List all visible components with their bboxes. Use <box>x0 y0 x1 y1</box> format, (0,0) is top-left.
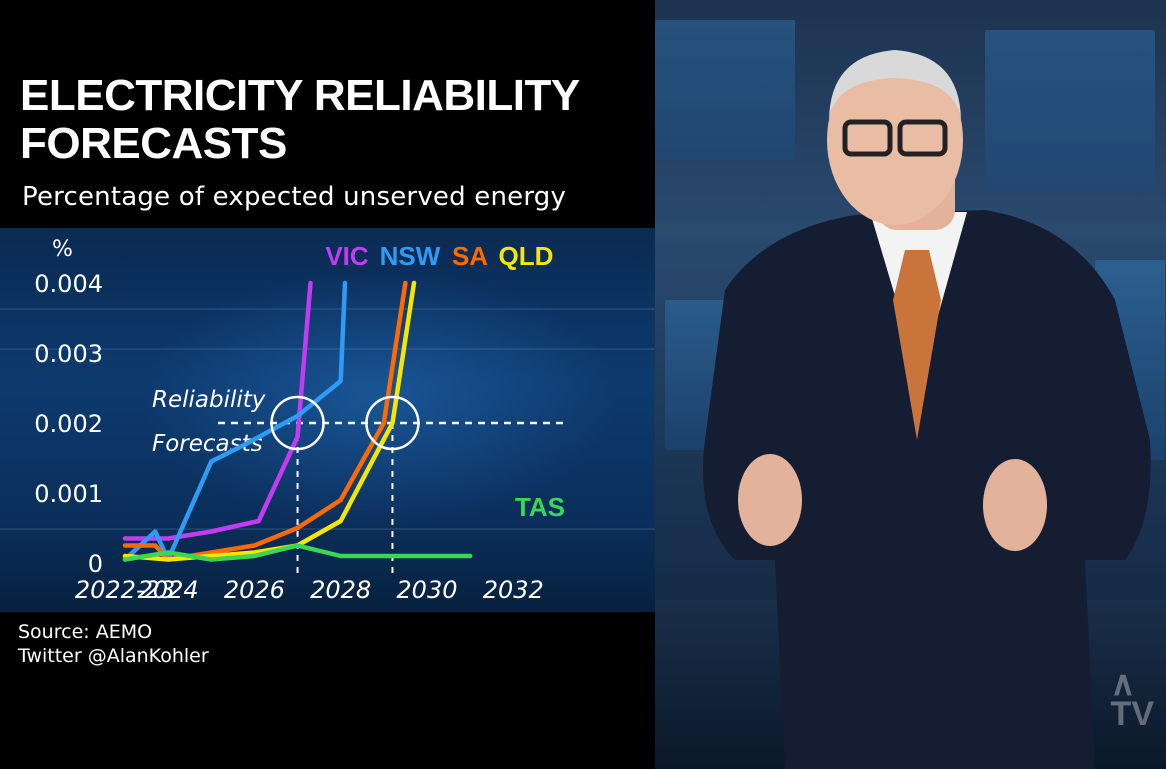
chart-background-glow <box>140 268 620 528</box>
twitter-handle: Twitter @AlanKohler <box>18 645 209 667</box>
background-ticker-line <box>0 348 655 350</box>
series-label-sa: SA <box>452 241 488 271</box>
presenter-suit <box>703 210 1151 769</box>
annotation-label-line1: Reliability <box>152 387 266 413</box>
series-line-tas <box>122 543 473 562</box>
source-note: Source: AEMO Twitter @AlanKohler <box>18 620 209 668</box>
series-label-tas: TAS <box>515 492 565 522</box>
series-label-nsw: NSW <box>380 241 441 271</box>
series-line-vic <box>122 280 313 541</box>
presenter-video: ∧ TV <box>655 0 1166 769</box>
y-tick-label: 0.004 <box>34 270 103 298</box>
channel-logo-watermark: ∧ TV <box>1110 665 1154 733</box>
x-tick-label: 2022-23 <box>75 576 175 604</box>
studio-screen <box>985 30 1155 190</box>
chart-background <box>0 228 655 612</box>
chart-panel: ELECTRICITY RELIABILITY FORECASTS Percen… <box>0 71 655 668</box>
x-tick-label: 2028 <box>310 576 371 604</box>
series-line-nsw <box>122 280 348 562</box>
presenter-left-hand <box>738 454 802 546</box>
glasses-right-lens <box>897 119 948 157</box>
y-tick-label: 0.002 <box>34 410 103 438</box>
y-axis-label: % <box>52 237 73 262</box>
crossing-circle <box>270 395 325 451</box>
x-tick-label: 2024 <box>138 576 199 604</box>
x-tick-label: 2030 <box>396 576 457 604</box>
glasses-left-lens <box>842 119 893 157</box>
series-label-qld: QLD <box>499 241 554 271</box>
presenter-face <box>827 55 963 225</box>
source-line: Source: AEMO <box>18 621 153 643</box>
x-tick-label: 2032 <box>483 576 544 604</box>
series-line-sa <box>122 280 408 562</box>
studio-screen <box>655 20 795 160</box>
presenter-right-hand <box>983 459 1047 551</box>
y-tick-label: 0.003 <box>34 340 103 368</box>
series-line-qld <box>122 280 417 562</box>
presenter-figure <box>703 50 1151 769</box>
series-label-vic: VIC <box>325 241 369 271</box>
background-ticker-line <box>0 308 655 310</box>
presenter-tie <box>893 250 941 440</box>
chart-title: ELECTRICITY RELIABILITY FORECASTS <box>20 71 579 168</box>
y-tick-label: 0 <box>88 550 103 578</box>
presenter-hair <box>829 50 961 120</box>
chart-subtitle: Percentage of expected unserved energy <box>22 182 567 212</box>
crossing-circle <box>365 395 420 451</box>
x-tick-label: 2026 <box>224 576 285 604</box>
y-tick-label: 0.001 <box>34 480 103 508</box>
